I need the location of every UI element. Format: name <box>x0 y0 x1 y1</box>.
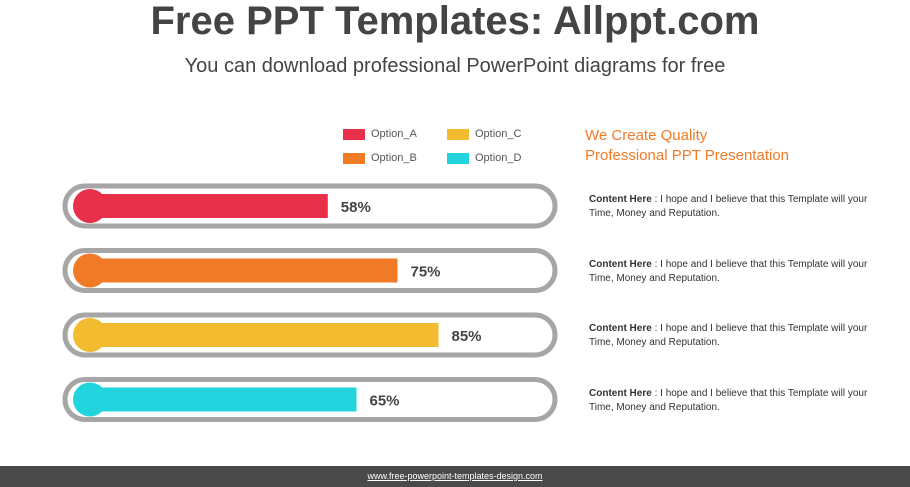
footer-link[interactable]: www.free-powerpoint-templates-design.com <box>367 471 543 481</box>
legend-swatch-option-a <box>343 128 365 140</box>
bar-bulb-2 <box>73 253 107 288</box>
legend-item-option-c: Option_C <box>447 127 521 141</box>
page-subtitle: You can download professional PowerPoint… <box>184 55 726 77</box>
bar-value-label-3: 85% <box>452 328 482 345</box>
bar-value-label-2: 75% <box>411 264 441 281</box>
bar-value-label-1: 58% <box>341 199 371 216</box>
description-4: Content Here : I hope and I believe that… <box>589 387 869 415</box>
description-3-text: : I hope and I believe that this Templat… <box>589 323 868 348</box>
legend-label-option-c: Option_C <box>475 128 522 140</box>
bar-value-label-4: 65% <box>370 393 400 410</box>
panel-heading: We Create Quality Professional PPT Prese… <box>585 126 845 166</box>
legend-item-option-b: Option_B <box>343 151 417 165</box>
legend-label-option-b: Option_B <box>371 152 417 164</box>
panel-heading-line2: Professional PPT Presentation <box>585 147 790 164</box>
description-2-text: : I hope and I believe that this Templat… <box>589 259 868 284</box>
description-1: Content Here : I hope and I believe that… <box>589 193 869 221</box>
bar-bulb-1 <box>73 189 107 223</box>
description-1-text: : I hope and I believe that this Templat… <box>589 194 868 219</box>
description-2: Content Here : I hope and I believe that… <box>589 258 869 286</box>
legend-swatch-option-b <box>343 152 365 164</box>
bar-4 <box>90 387 357 412</box>
description-4-label: Content Here <box>589 388 652 399</box>
footer-bar: www.free-powerpoint-templates-design.com <box>0 466 910 487</box>
thermometer-bar-chart: 58% 75% 85% 65% <box>62 183 558 422</box>
description-2-label: Content Here <box>589 259 652 270</box>
bar-3 <box>90 323 439 347</box>
description-3-label: Content Here <box>589 323 652 334</box>
description-4-text: : I hope and I believe that this Templat… <box>589 388 868 413</box>
legend-label-option-d: Option_D <box>475 152 522 164</box>
page-title: Free PPT Templates: Allppt.com <box>150 0 760 43</box>
legend-swatch-option-c <box>447 128 469 140</box>
bar-1 <box>90 194 328 218</box>
bar-bulb-3 <box>73 318 107 352</box>
description-1-label: Content Here <box>589 194 652 205</box>
legend-item-option-a: Option_A <box>343 127 417 141</box>
panel-heading-line1: We Create Quality <box>585 127 708 144</box>
description-3: Content Here : I hope and I believe that… <box>589 322 869 350</box>
legend-item-option-d: Option_D <box>447 151 521 165</box>
legend-label-option-a: Option_A <box>371 128 417 140</box>
bar-2 <box>90 258 398 283</box>
bar-bulb-4 <box>73 382 107 417</box>
legend-swatch-option-d <box>447 152 469 164</box>
